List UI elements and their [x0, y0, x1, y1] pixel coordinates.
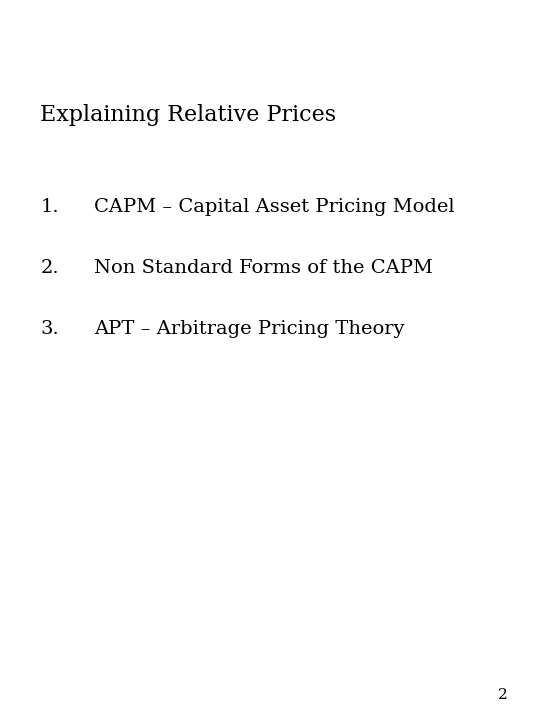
Text: CAPM – Capital Asset Pricing Model: CAPM – Capital Asset Pricing Model — [94, 198, 455, 216]
Text: 1.: 1. — [40, 198, 59, 216]
Text: 3.: 3. — [40, 320, 59, 338]
Text: APT – Arbitrage Pricing Theory: APT – Arbitrage Pricing Theory — [94, 320, 405, 338]
Text: 2: 2 — [498, 688, 508, 702]
Text: Explaining Relative Prices: Explaining Relative Prices — [40, 104, 336, 127]
Text: 2.: 2. — [40, 259, 59, 277]
Text: Non Standard Forms of the CAPM: Non Standard Forms of the CAPM — [94, 259, 434, 277]
